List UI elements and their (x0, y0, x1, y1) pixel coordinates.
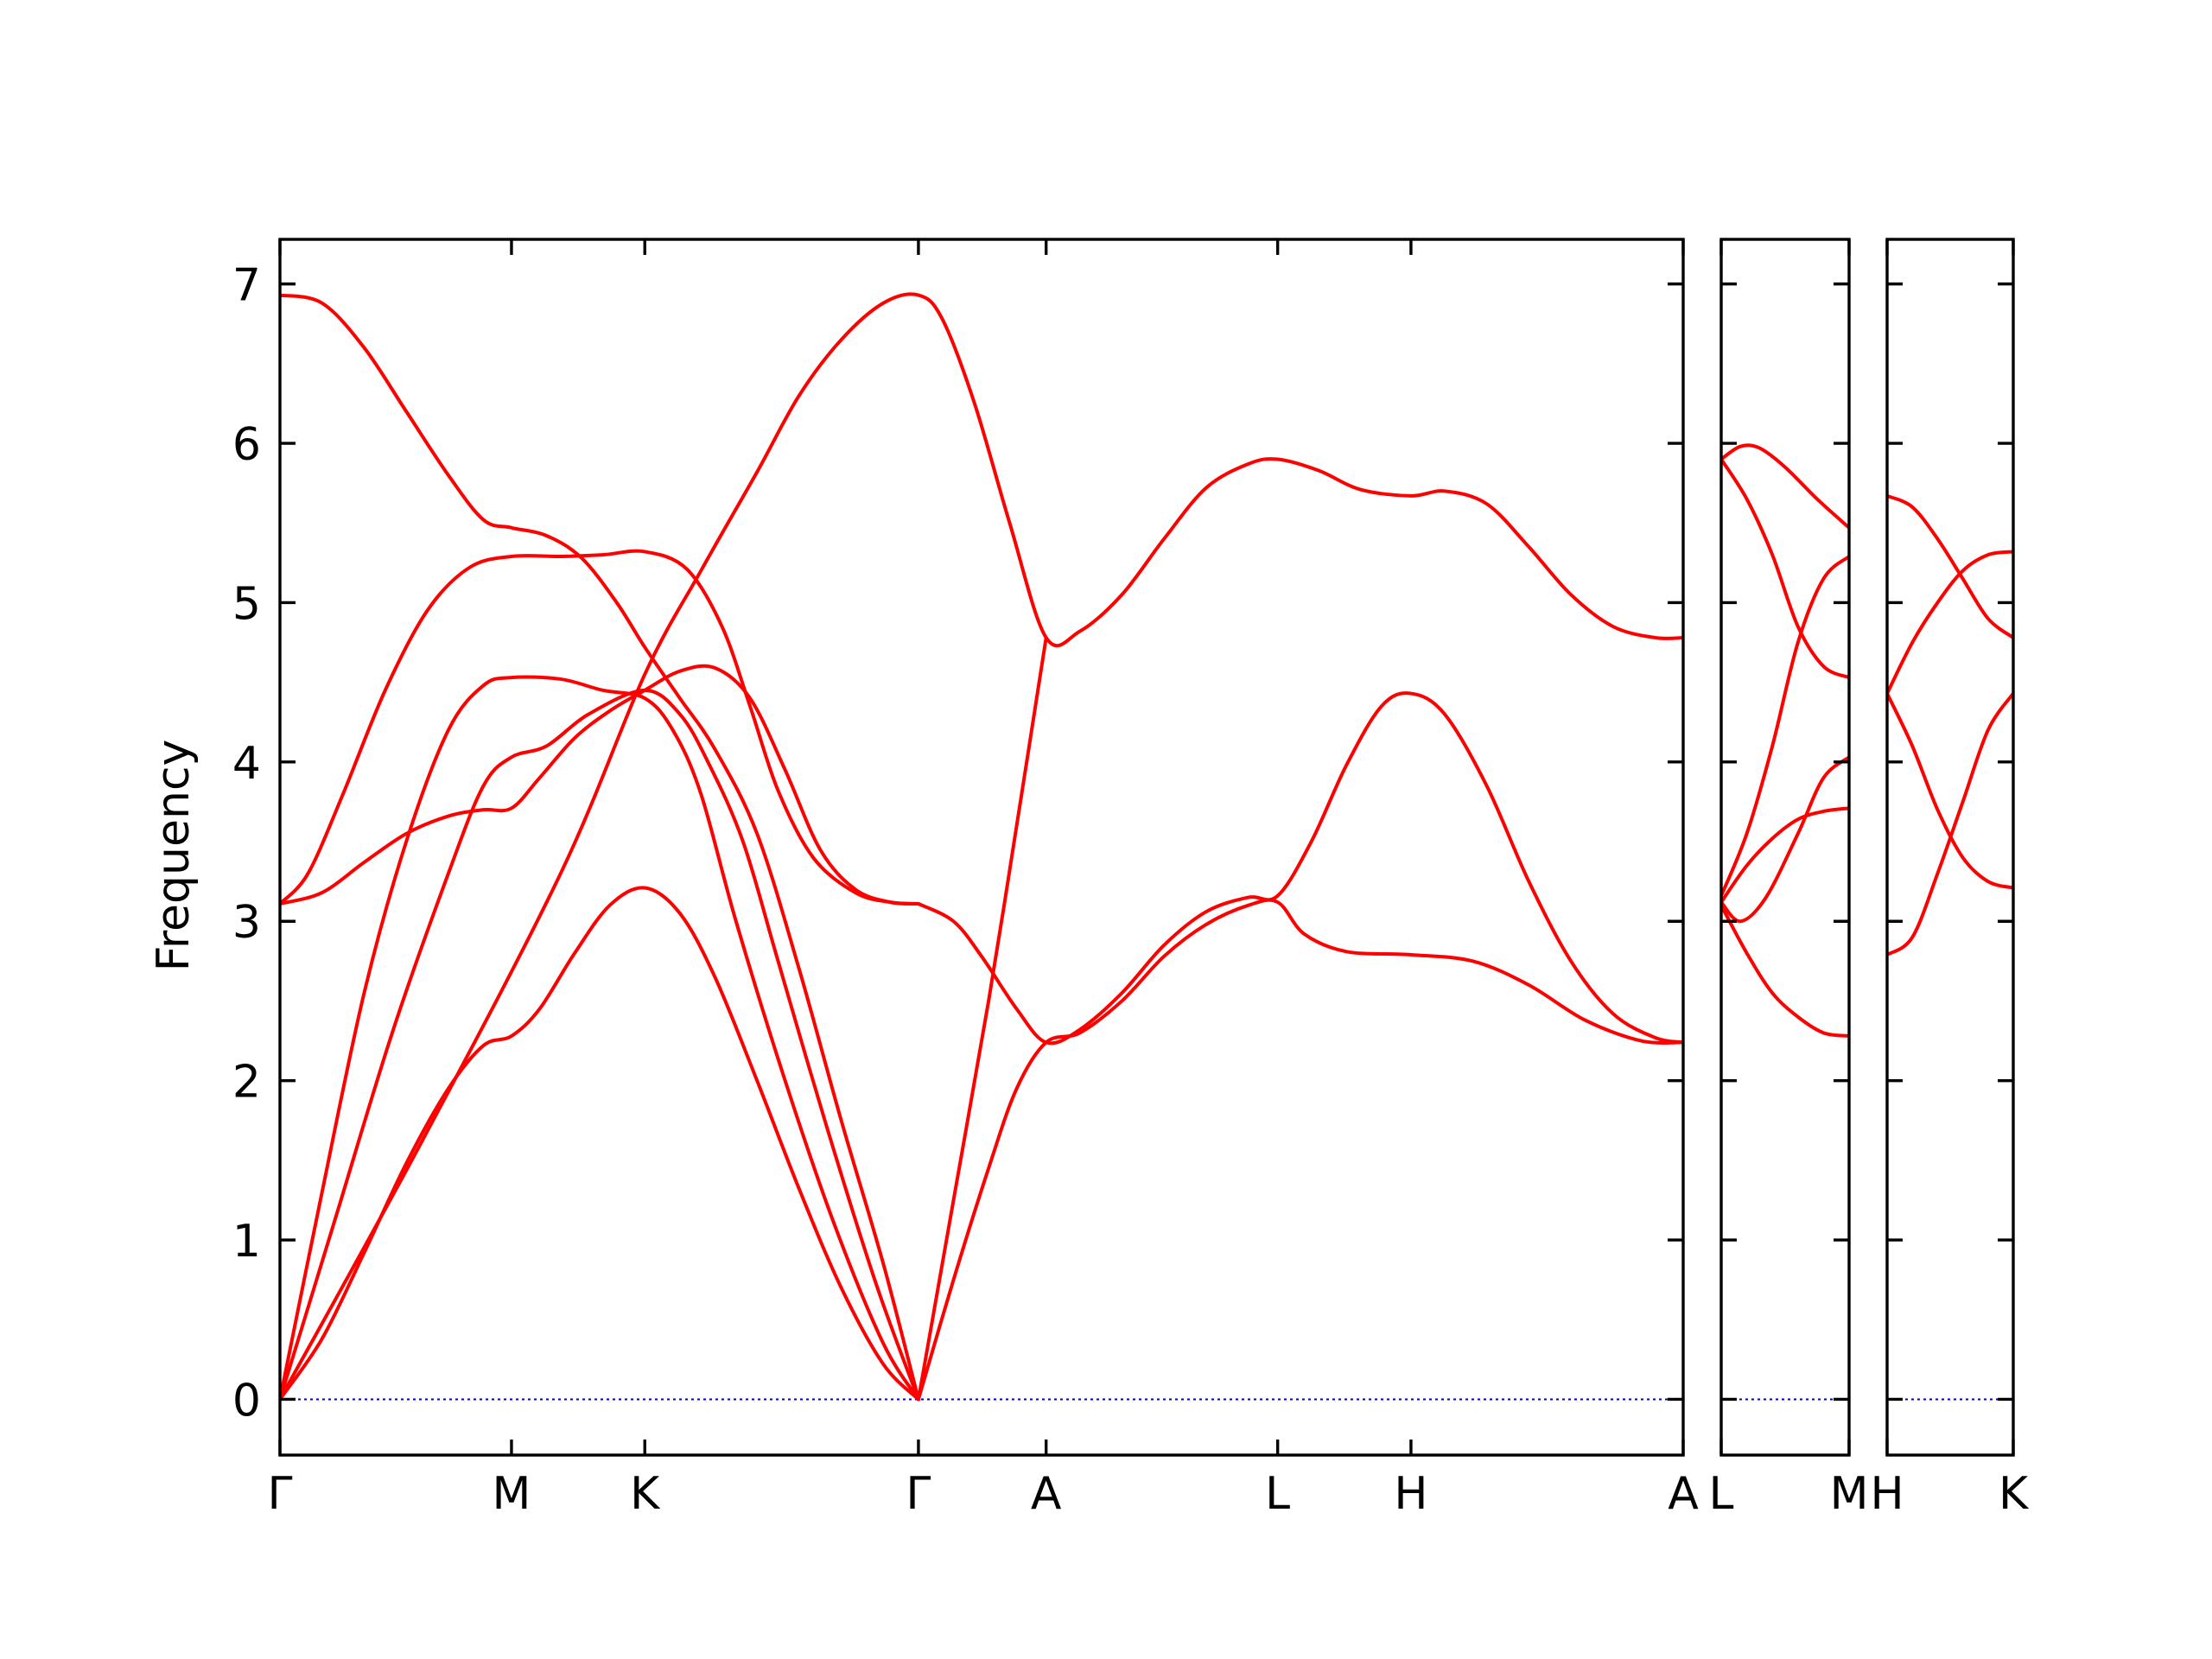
band-3 (280, 675, 920, 1402)
bands (1721, 443, 1849, 1039)
band-1 (1887, 493, 2013, 640)
y-tick-label: 3 (232, 897, 261, 949)
band-2 (1887, 550, 2013, 696)
band-3 (1887, 691, 2013, 890)
band-4 (280, 664, 920, 906)
x-tick-label: Γ (906, 1468, 931, 1520)
x-tick-label: M (493, 1468, 531, 1520)
band-5 (1721, 806, 1849, 905)
y-tick-label: 2 (232, 1057, 261, 1109)
y-tick-label: 5 (232, 578, 261, 630)
band-3 (1721, 554, 1849, 898)
band-2 (1721, 457, 1849, 680)
band-6 (1721, 903, 1849, 1039)
bands (280, 292, 1683, 1402)
band-7 (280, 292, 1683, 1402)
x-tick-label: H (1394, 1468, 1427, 1520)
panel-frame (278, 238, 1685, 1457)
x-tick-label: A (1668, 1468, 1699, 1520)
x-tick-label: L (1265, 1468, 1290, 1520)
x-tick-label: K (630, 1468, 661, 1520)
x-tick-label: A (1031, 1468, 1062, 1520)
y-tick-label: 1 (232, 1216, 261, 1268)
panel-frame (1719, 238, 1851, 1457)
y-tick-label: 4 (232, 738, 261, 790)
band-4 (1887, 691, 2013, 957)
y-tick-label: 6 (232, 419, 261, 471)
band-8 (916, 636, 1048, 1402)
y-tick-label: 7 (232, 260, 261, 312)
bands (1887, 493, 2013, 957)
band-6 (280, 293, 920, 1402)
panel-frame (1885, 238, 2015, 1457)
y-axis-label: Frequency (148, 740, 200, 972)
band-1 (280, 886, 920, 1402)
x-tick-label: L (1709, 1468, 1734, 1520)
band-10 (916, 691, 1683, 1046)
x-tick-label: K (1999, 1468, 2030, 1520)
band-5 (280, 549, 920, 906)
x-tick-label: M (1830, 1468, 1869, 1520)
band-2 (280, 688, 920, 1402)
y-tick-label: 0 (232, 1375, 261, 1427)
x-tick-label: Γ (268, 1468, 293, 1520)
band-4 (1721, 755, 1849, 924)
x-tick-label: H (1870, 1468, 1904, 1520)
panel-1: 0 1 2 3 4 5 6 7 Γ M K Γ A L H A (232, 238, 1699, 1520)
band-9 (916, 898, 1683, 1402)
band-1 (1721, 443, 1849, 530)
